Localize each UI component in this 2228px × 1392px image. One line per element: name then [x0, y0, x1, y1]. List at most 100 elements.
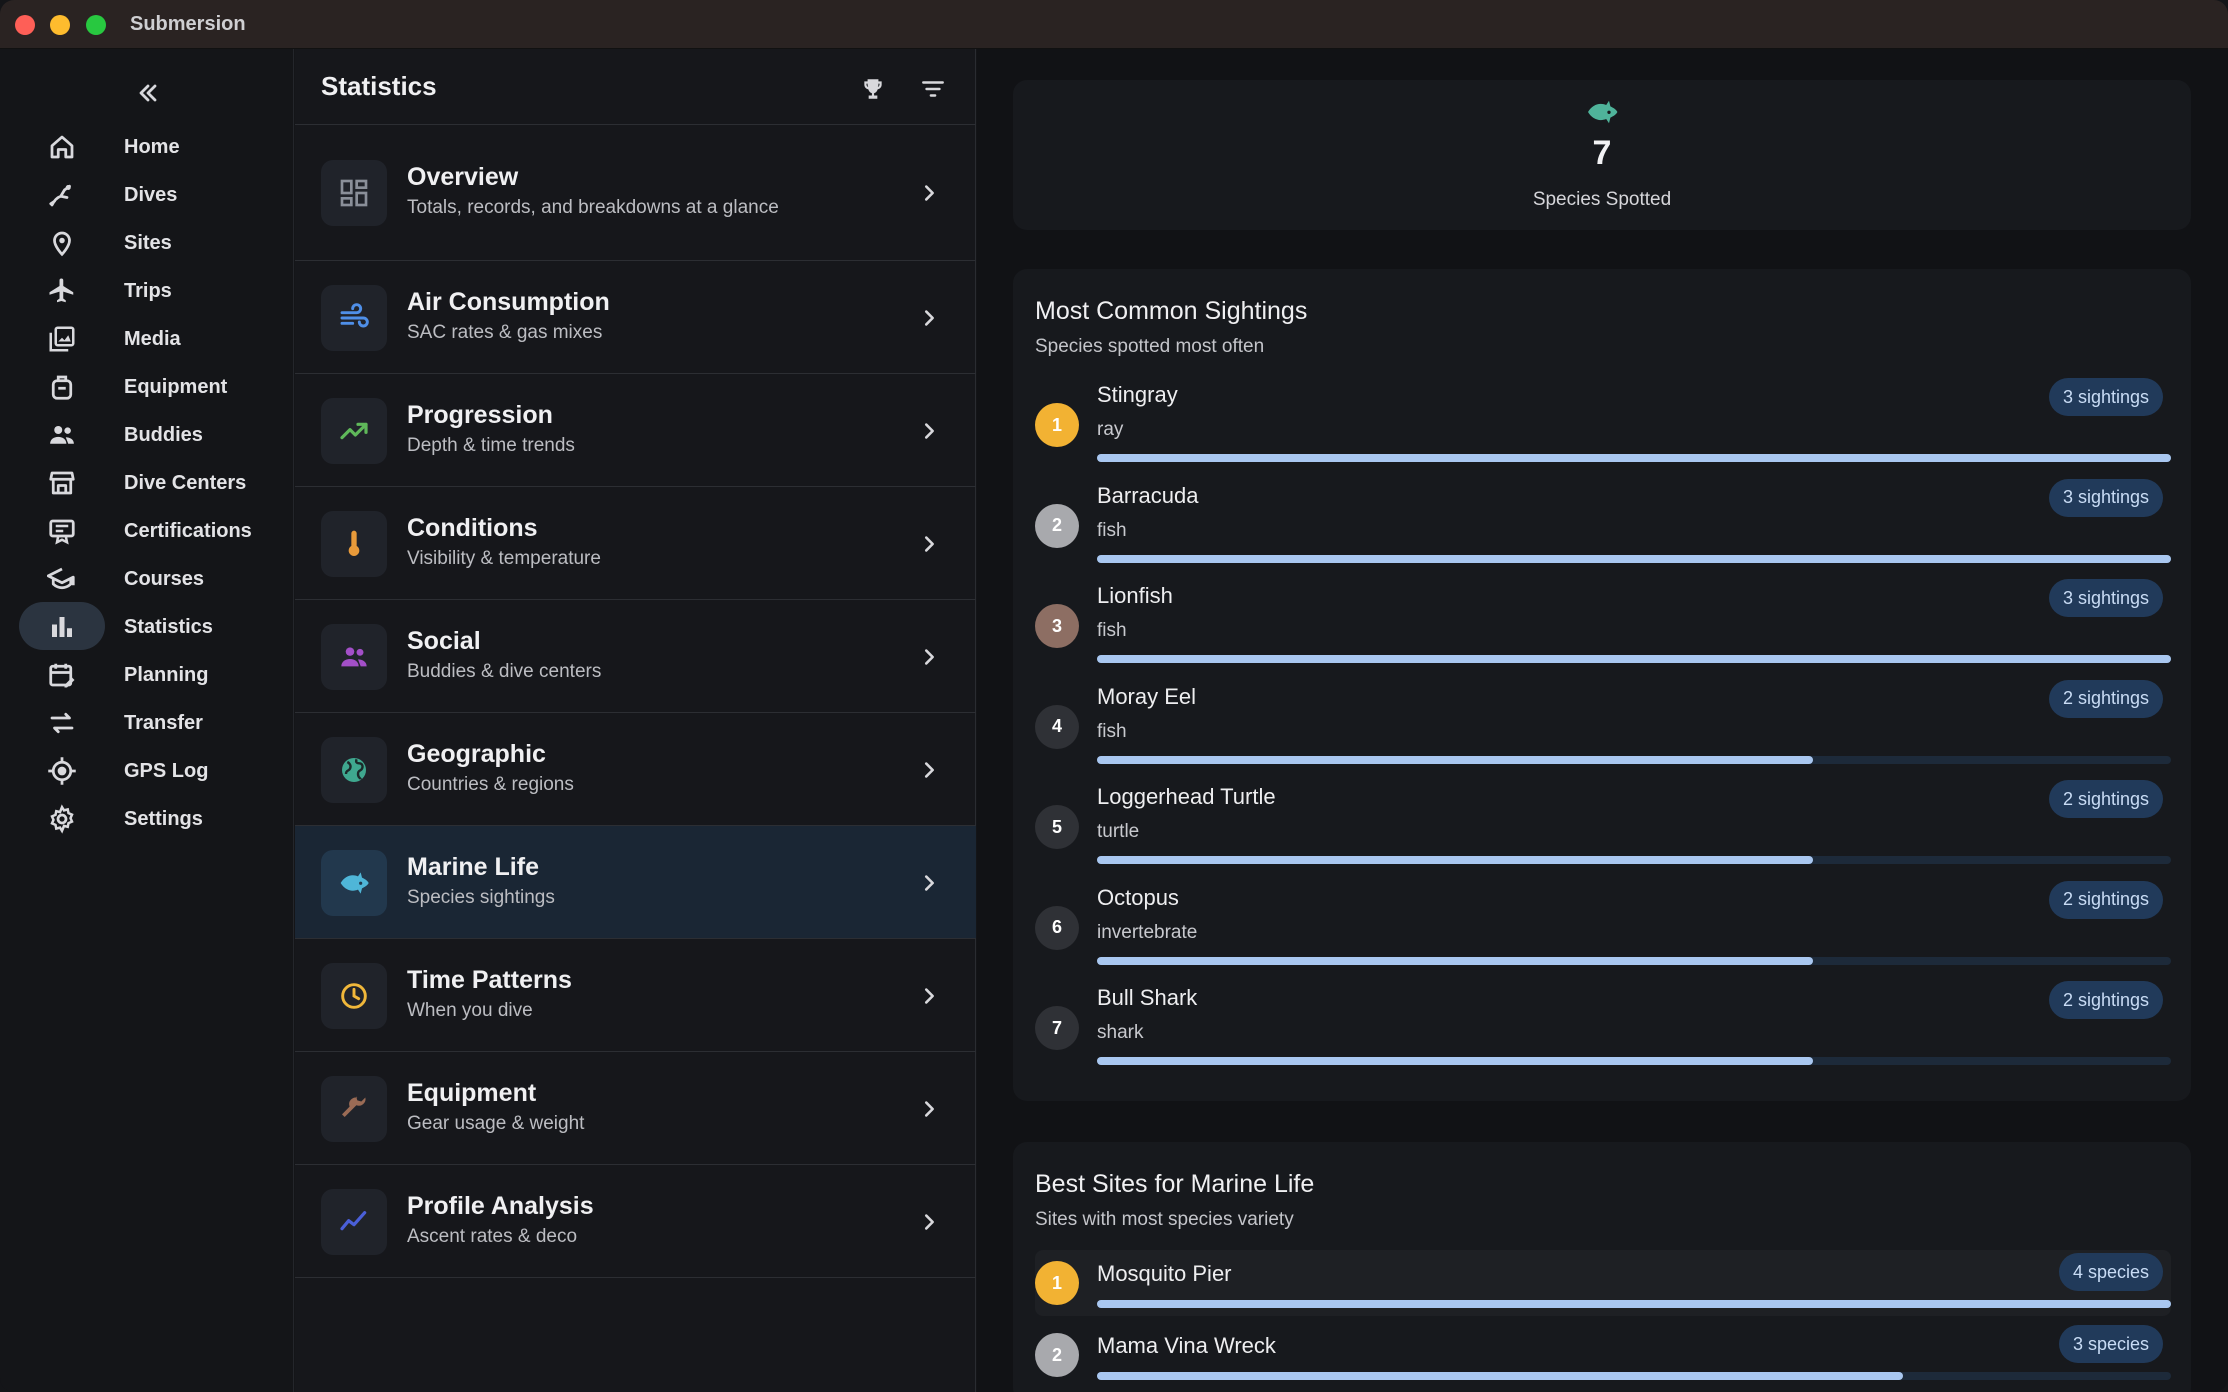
category-social[interactable]: Social Buddies & dive centers: [295, 600, 976, 713]
category-progression[interactable]: Progression Depth & time trends: [295, 374, 976, 487]
rail-item-label: GPS Log: [124, 760, 209, 782]
category-overview[interactable]: Overview Totals, records, and breakdowns …: [295, 125, 976, 261]
page-title: Statistics: [321, 71, 437, 101]
rail-item-media[interactable]: Media: [0, 314, 294, 364]
category-title: Progression: [407, 400, 553, 429]
bar-chart-icon: [40, 610, 84, 644]
marine-life-content: 7 Species Spotted Most Common Sightings …: [977, 49, 2228, 1392]
common-sightings-card: Most Common Sightings Species spotted mo…: [1013, 269, 2191, 1101]
sighting-row: 7 Bull Shark shark 2 sightings: [1035, 981, 2171, 1088]
trophy-icon: [864, 79, 882, 99]
category-conditions[interactable]: Conditions Visibility & temperature: [295, 487, 976, 600]
category-air-consumption[interactable]: Air Consumption SAC rates & gas mixes: [295, 261, 976, 374]
species-name: Lionfish: [1097, 583, 1173, 608]
filter-icon: [922, 81, 944, 97]
sightings-bar-track: [1097, 856, 2171, 864]
rank-badge: 2: [1035, 503, 1079, 548]
rail-item-dive-centers[interactable]: Dive Centers: [0, 458, 294, 508]
swap-icon: [40, 706, 84, 740]
rail-item-transfer[interactable]: Transfer: [0, 698, 294, 748]
gear-icon: [40, 802, 84, 836]
rail-item-settings[interactable]: Settings: [0, 794, 294, 844]
school-icon: [40, 562, 84, 596]
sighting-row: 4 Moray Eel fish 2 sightings: [1035, 679, 2171, 787]
rail-item-label: Trips: [124, 280, 172, 302]
sightings-bar-fill: [1097, 856, 1813, 864]
rail-item-buddies[interactable]: Buddies: [0, 410, 294, 460]
species-category: fish: [1097, 519, 1127, 541]
wrench-icon: [321, 1075, 387, 1142]
category-geographic[interactable]: Geographic Countries & regions: [295, 713, 976, 826]
rail-item-planning[interactable]: Planning: [0, 650, 294, 700]
category-time-patterns[interactable]: Time Patterns When you dive: [295, 939, 976, 1052]
species-category: fish: [1097, 620, 1127, 641]
sightings-count-badge: 2 sightings: [2048, 880, 2163, 919]
category-equipment[interactable]: Equipment Gear usage & weight: [295, 1052, 976, 1165]
category-title: Time Patterns: [407, 965, 572, 994]
rank-badge: 1: [1035, 1261, 1079, 1305]
sightings-bar-fill: [1097, 655, 2171, 663]
species-name: Moray Eel: [1097, 683, 1197, 709]
rank-badge: 7: [1035, 1006, 1079, 1050]
site-row[interactable]: 2 Mama Vina Wreck 3 species: [1035, 1322, 2171, 1388]
close-window-button[interactable]: [15, 15, 35, 35]
rail-item-equipment[interactable]: Equipment: [0, 362, 294, 412]
species-count-label: Species Spotted: [1532, 189, 1672, 210]
category-title: Air Consumption: [407, 287, 610, 316]
section-subtitle: Species spotted most often: [1035, 336, 1265, 357]
title-bar: Submersion: [0, 0, 2228, 49]
rail-item-dives[interactable]: Dives: [0, 170, 294, 220]
sightings-count-badge: 3 sightings: [2048, 478, 2163, 517]
rail-item-label: Courses: [124, 568, 205, 590]
rank-badge: 1: [1035, 403, 1079, 447]
chevron-right-icon: [915, 756, 943, 784]
category-subtitle: Buddies & dive centers: [407, 660, 602, 682]
category-subtitle: Totals, records, and breakdowns at a gla…: [407, 197, 779, 218]
statistics-header: Statistics: [295, 49, 976, 125]
air-icon: [321, 284, 387, 351]
rail-item-label: Home: [124, 136, 180, 158]
rank-badge: 5: [1035, 805, 1079, 849]
sighting-row: 2 Barracuda fish 3 sightings: [1035, 478, 2171, 586]
category-subtitle: Depth & time trends: [407, 434, 575, 456]
species-name: Barracuda: [1097, 482, 1199, 508]
photo-library-icon: [40, 322, 84, 356]
rail-item-courses[interactable]: Courses: [0, 554, 294, 604]
zoom-window-button[interactable]: [86, 15, 106, 35]
species-count-badge: 4 species: [2058, 1253, 2163, 1291]
rail-item-home[interactable]: Home: [0, 122, 294, 172]
category-subtitle: When you dive: [407, 999, 533, 1021]
rail-item-trips[interactable]: Trips: [0, 266, 294, 316]
species-name: Stingray: [1097, 382, 1178, 407]
rail-item-statistics[interactable]: Statistics: [0, 602, 294, 652]
show-chart-icon: [321, 1188, 387, 1255]
rail-item-certifications[interactable]: Certifications: [0, 506, 294, 556]
filter-button[interactable]: [915, 71, 951, 107]
site-name: Mama Vina Wreck: [1097, 1333, 1276, 1358]
records-button[interactable]: [855, 71, 891, 107]
site-row[interactable]: 1 Mosquito Pier 4 species: [1035, 1250, 2171, 1316]
collapse-rail-button[interactable]: [130, 75, 166, 111]
category-title: Marine Life: [407, 852, 539, 881]
species-name: Loggerhead Turtle: [1097, 784, 1276, 809]
app-title: Submersion: [130, 13, 246, 35]
category-title: Geographic: [407, 739, 546, 768]
category-subtitle: Visibility & temperature: [407, 547, 601, 569]
rail-item-label: Buddies: [124, 424, 203, 446]
best-sites-card: Best Sites for Marine Life Sites with mo…: [1013, 1142, 2191, 1392]
rail-item-gps-log[interactable]: GPS Log: [0, 746, 294, 796]
category-profile-analysis[interactable]: Profile Analysis Ascent rates & deco: [295, 1165, 976, 1278]
rail-item-label: Certifications: [124, 520, 252, 542]
category-title: Conditions: [407, 513, 538, 542]
chevron-right-icon: [915, 1095, 943, 1123]
category-subtitle: Ascent rates & deco: [407, 1225, 578, 1247]
sightings-bar-fill: [1097, 554, 2171, 563]
sightings-count-badge: 2 sightings: [2048, 780, 2163, 818]
category-marine-life[interactable]: Marine Life Species sightings: [295, 826, 976, 939]
rail-item-sites[interactable]: Sites: [0, 218, 294, 268]
minimize-window-button[interactable]: [50, 15, 70, 35]
species-category: ray: [1097, 419, 1124, 440]
species-category: shark: [1097, 1022, 1144, 1043]
species-bar-track: [1097, 1372, 2171, 1380]
category-subtitle: Countries & regions: [407, 773, 574, 795]
